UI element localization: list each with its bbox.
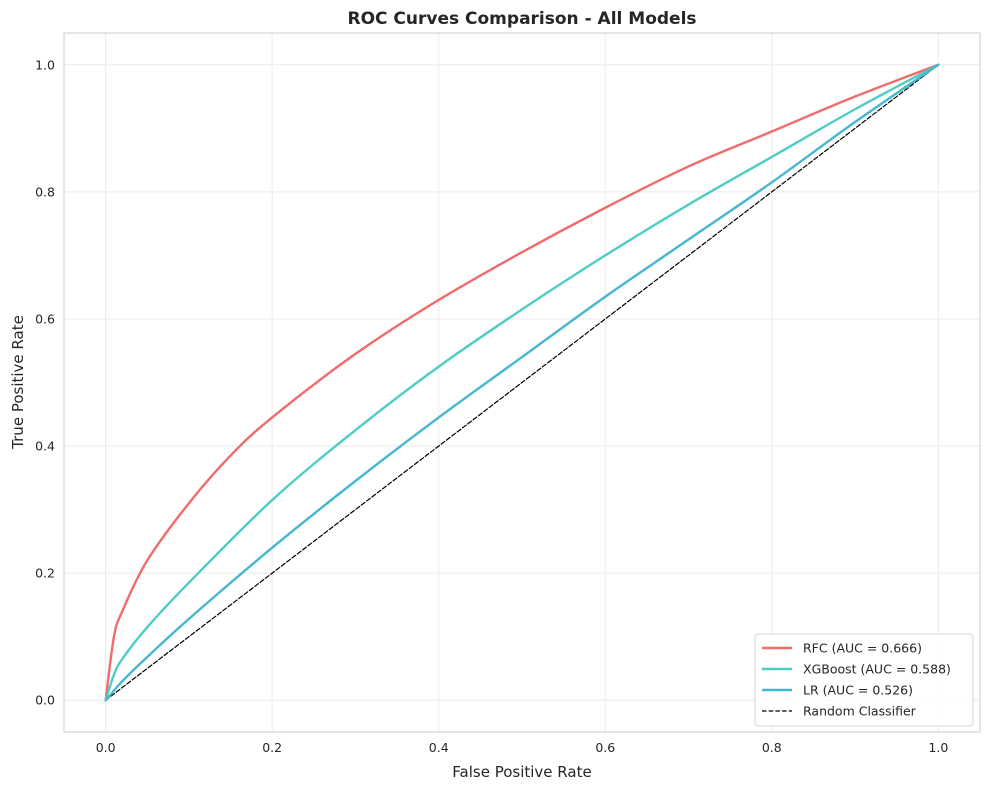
y-tick-label: 1.0 bbox=[35, 57, 55, 72]
x-tick-label: 0.0 bbox=[96, 740, 116, 755]
grid bbox=[64, 33, 980, 732]
y-tick-label: 0.8 bbox=[35, 184, 55, 199]
tick-labels: 0.0 0.2 0.4 0.6 0.8 1.0 0.0 0.2 0.4 0.6 0.8 1.0 bbox=[35, 57, 948, 755]
x-tick-label: 1.0 bbox=[928, 740, 948, 755]
x-tick-label: 0.2 bbox=[262, 740, 282, 755]
chart-title: ROC Curves Comparison - All Models bbox=[347, 9, 696, 29]
legend-label: XGBoost (AUC = 0.588) bbox=[803, 662, 951, 677]
series-group bbox=[104, 63, 940, 702]
legend-label: RFC (AUC = 0.666) bbox=[803, 641, 922, 656]
y-axis-label: True Positive Rate bbox=[9, 315, 27, 450]
x-tick-label: 0.6 bbox=[595, 740, 615, 755]
legend-label: LR (AUC = 0.526) bbox=[803, 683, 913, 698]
y-tick-label: 0.0 bbox=[35, 693, 55, 708]
series-line-1 bbox=[104, 63, 940, 702]
legend-box bbox=[754, 633, 974, 727]
x-tick-label: 0.8 bbox=[762, 740, 782, 755]
x-tick-label: 0.4 bbox=[429, 740, 449, 755]
legend: RFC (AUC = 0.666) XGBoost (AUC = 0.588) LR… bbox=[754, 633, 974, 727]
series-line-3 bbox=[105, 64, 939, 701]
y-tick-label: 0.6 bbox=[35, 311, 55, 326]
y-tick-label: 0.2 bbox=[35, 566, 55, 581]
series-line-0 bbox=[104, 63, 940, 702]
y-tick-label: 0.4 bbox=[35, 439, 55, 454]
series-line-2 bbox=[104, 63, 940, 702]
legend-label: Random Classifier bbox=[803, 704, 917, 719]
x-axis-label: False Positive Rate bbox=[452, 763, 591, 781]
plot-frame bbox=[63, 32, 981, 733]
